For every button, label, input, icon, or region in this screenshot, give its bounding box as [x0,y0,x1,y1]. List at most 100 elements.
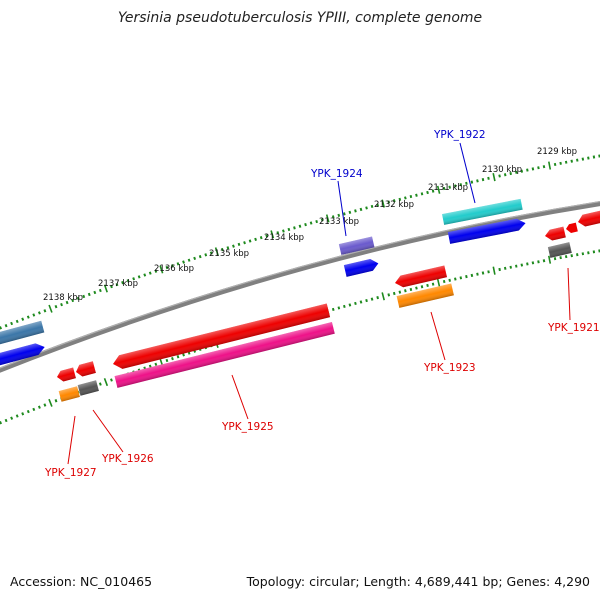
outer-tick [420,192,424,196]
inner-tick [54,399,58,403]
outer-tick [126,279,130,283]
gene-ypk1925-red[interactable] [111,303,331,371]
gene-ypk1924[interactable] [338,236,375,255]
outer-tick [76,296,80,301]
outer-tick [542,165,546,169]
gene-ypk1926[interactable] [77,380,99,396]
label-ypk1924[interactable]: YPK_1924 [310,168,363,180]
inner-tick [531,261,535,265]
scale-label-2136: 2136 kbp [154,264,194,274]
outer-tick [87,292,91,297]
outer-tick [398,197,402,201]
outer-tick [570,159,573,163]
outer-tick [132,277,136,281]
label-ypk1926[interactable]: YPK_1926 [101,453,154,465]
leader-ypk1927 [67,415,76,465]
outer-tick [0,326,3,330]
outer-tick [187,258,191,262]
inner-tick [398,290,402,294]
outer-tick [115,282,119,287]
inner-tick [103,378,109,387]
inner-tick [420,285,424,289]
gene-ypk1923-red[interactable] [394,265,448,288]
outer-tick [171,264,174,268]
label-ypk1923[interactable]: YPK_1923 [423,362,476,374]
label-ypk1927[interactable]: YPK_1927 [44,467,97,479]
outer-tick [387,200,391,204]
outer-tick [564,160,568,164]
gene-ypk1922[interactable] [442,198,523,225]
inner-tick [354,301,357,306]
outer-tick [592,155,596,159]
outer-tick [337,213,341,217]
gene-blue-1924b[interactable] [343,257,380,277]
inner-tick [559,256,562,260]
outer-tick [348,210,352,214]
gene-red-1927[interactable] [56,367,76,383]
genome-backbone [0,201,600,373]
outer-tick [431,189,435,193]
inner-tick [526,262,529,266]
outer-tick [520,169,524,173]
gene-slate-left[interactable] [0,320,45,347]
inner-tick [10,416,14,420]
outer-tick [298,224,302,228]
inner-tick [503,266,507,270]
gene-ypk1927[interactable] [58,386,80,402]
gene-labels: YPK_1922 YPK_1924 YPK_1921 YPK_1923 YPK_… [44,129,600,479]
inner-tick [0,421,3,425]
inner-tick [454,277,457,281]
outer-tick [176,262,180,266]
outer-tick [159,265,164,274]
outer-tick [492,173,496,182]
leader-ypk1924 [337,180,347,237]
outer-tick [71,298,75,303]
outer-tick [237,242,241,246]
scale-label-2129: 2129 kbp [537,147,577,157]
gene-red-1921c[interactable] [577,207,600,228]
outer-tick [470,180,474,184]
gene-ypk1925[interactable] [114,321,335,388]
scale-label-2130: 2130 kbp [482,165,522,175]
inner-tick [431,282,435,286]
outer-tick [343,212,346,216]
outer-tick [376,203,379,207]
inner-tick [359,300,363,304]
outer-tick [265,234,269,238]
gene-blue-1922b[interactable] [447,217,527,244]
inner-tick [404,289,407,293]
inner-tick [381,292,385,301]
outer-tick [276,231,280,235]
gene-red-1921a[interactable] [544,226,566,242]
outer-tick [587,156,590,160]
inner-tick [576,253,579,257]
outer-tick [559,161,562,165]
outer-tick [359,207,363,212]
outer-tick [209,251,213,255]
gene-red-1926[interactable] [74,361,96,378]
inner-tick [32,407,36,412]
inner-tick [581,252,585,256]
inner-tick [165,358,169,363]
gene-ypk1923[interactable] [396,283,454,308]
gene-ypk1921[interactable] [547,242,572,258]
outer-tick [331,215,335,219]
label-ypk1922[interactable]: YPK_1922 [433,129,486,141]
scale-label-2131: 2131 kbp [428,183,468,193]
outer-tick [32,313,36,317]
label-ypk1921[interactable]: YPK_1921 [547,322,600,334]
outer-tick [320,218,324,222]
genome-summary: Topology: circular; Length: 4,689,441 bp… [246,574,590,589]
outer-tick [537,166,540,170]
gene-red-1921b[interactable] [565,222,578,234]
inner-tick [182,353,185,357]
outer-tick [204,253,208,257]
outer-tick [54,304,58,309]
outer-tick [436,185,441,194]
gene-blue-left[interactable] [0,341,46,368]
outer-tick [198,255,202,259]
label-ypk1925[interactable]: YPK_1925 [221,421,274,433]
inner-tick [520,263,524,267]
inner-tick [171,356,174,361]
